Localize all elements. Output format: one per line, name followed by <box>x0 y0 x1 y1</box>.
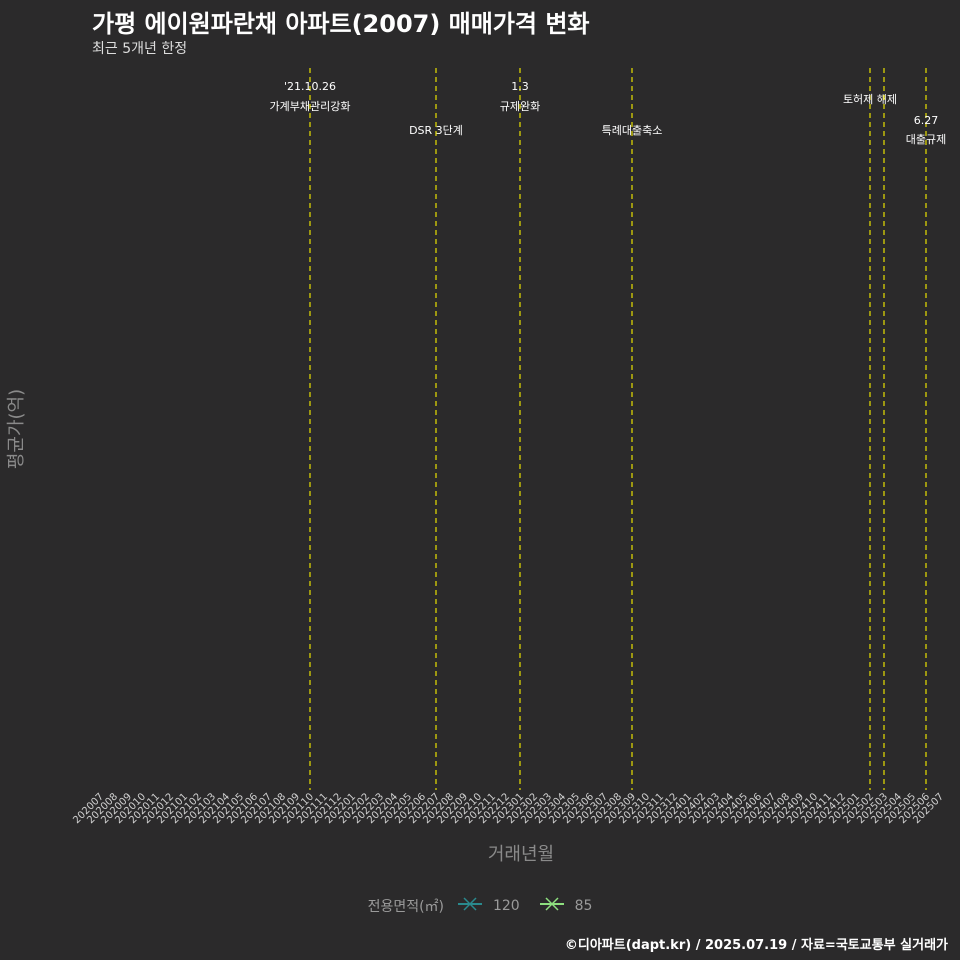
event-label-202110-0: '21.10.26 <box>284 80 336 93</box>
x-axis-title: 거래년월 <box>488 844 554 865</box>
source-credit: ©디아파트(dapt.kr) / 2025.07.19 / 자료=국토교통부 실… <box>564 938 948 953</box>
event-label-202110-1: 가계부채관리강화 <box>270 100 351 113</box>
event-label-202301-0: 1.3 <box>511 80 529 93</box>
event-label-202309-0: 특례대출축소 <box>602 124 663 137</box>
legend-label-120: 120 <box>492 898 520 914</box>
y-axis-title: 평균가(억) <box>6 389 27 469</box>
legend-key-120 <box>456 896 484 916</box>
legend: 전용면적(㎡) 120 85 <box>0 896 960 916</box>
event-label-202502-0: 토허제 해제 <box>843 92 897 106</box>
legend-key-85 <box>538 896 566 916</box>
event-label-202301-1: 규제완화 <box>500 100 540 113</box>
chart-subtitle: 최근 5개년 한정 <box>92 41 188 57</box>
event-label-202207-0: DSR 3단계 <box>409 124 463 137</box>
legend-title: 전용면적(㎡) <box>367 899 445 915</box>
event-label-202506-1: 대출규제 <box>906 133 946 146</box>
chart-title: 가평 에이원파란채 아파트(2007) 매매가격 변화 <box>92 10 590 38</box>
legend-label-85: 85 <box>574 898 593 914</box>
event-label-202506-0: 6.27 <box>914 114 939 127</box>
